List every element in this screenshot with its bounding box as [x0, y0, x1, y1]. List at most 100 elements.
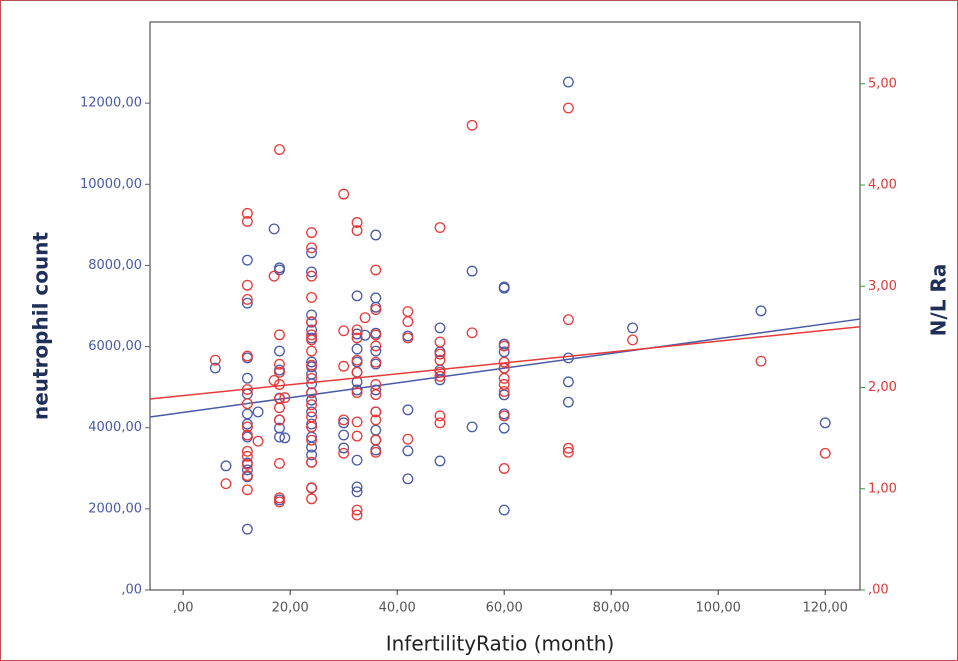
point: [306, 493, 318, 505]
point: [370, 345, 382, 357]
point: [306, 309, 318, 321]
point: [274, 329, 285, 341]
point: [220, 460, 232, 472]
point: [498, 386, 510, 398]
point: [434, 410, 446, 422]
point: [274, 379, 285, 390]
y-axis-title: neutrophil count: [29, 232, 53, 421]
point: [370, 304, 382, 315]
point: [306, 482, 318, 494]
point: [434, 374, 446, 386]
point: [402, 445, 414, 457]
point: [351, 384, 363, 396]
point: [498, 422, 510, 434]
point: [498, 463, 510, 474]
point: [274, 422, 285, 434]
point: [306, 378, 318, 390]
point: [498, 389, 510, 401]
point: [241, 523, 253, 535]
y-tick-label: ,00: [121, 583, 142, 598]
y-tick-label: 2000,00: [88, 501, 142, 516]
point: [370, 340, 382, 352]
point: [351, 504, 363, 516]
point: [338, 414, 350, 426]
point: [268, 270, 280, 282]
point: [466, 119, 478, 131]
fit-line: [149, 318, 861, 418]
point: [562, 76, 574, 88]
point: [755, 305, 767, 317]
point: [274, 144, 285, 156]
point: [241, 279, 253, 291]
x-tick-label: 60,00: [486, 601, 523, 616]
point: [274, 457, 285, 469]
point: [306, 291, 318, 303]
y2-axis-title: N/L Ra: [927, 264, 951, 337]
point: [370, 329, 382, 341]
point: [241, 293, 253, 305]
point: [434, 455, 446, 467]
point: [274, 358, 285, 370]
point: [370, 414, 382, 426]
point: [351, 217, 363, 228]
point: [306, 387, 318, 399]
point: [359, 312, 371, 324]
point: [466, 421, 478, 433]
y-tick-label: 4000,00: [88, 420, 142, 435]
point: [220, 478, 232, 490]
point: [351, 328, 363, 340]
point: [562, 396, 574, 408]
point: [562, 102, 574, 114]
point: [306, 266, 318, 278]
point: [434, 417, 446, 429]
point: [351, 430, 363, 442]
point: [498, 372, 510, 384]
x-axis-title: InfertilityRatio (month): [386, 632, 615, 656]
point: [241, 398, 253, 410]
y-tick-label: 10000,00: [80, 177, 142, 192]
point: [241, 372, 253, 384]
point: [241, 350, 253, 362]
y2-tick-label: 1,00: [868, 481, 897, 496]
point: [209, 362, 221, 374]
point: [306, 316, 318, 328]
point: [498, 340, 510, 352]
point: [434, 322, 446, 334]
point: [351, 486, 363, 498]
y2-tick-label: 4,00: [868, 178, 897, 193]
point: [755, 355, 767, 367]
point: [241, 254, 253, 266]
point: [370, 356, 382, 368]
point: [338, 360, 350, 372]
point: [351, 416, 363, 428]
point: [351, 332, 363, 344]
point: [434, 222, 446, 233]
y-tick-label: 12000,00: [80, 96, 142, 111]
point: [274, 414, 285, 426]
point: [402, 404, 414, 416]
point: [274, 431, 285, 443]
point: [498, 346, 510, 358]
x-tick-label: 20,00: [272, 601, 309, 616]
point: [370, 434, 382, 446]
point: [274, 366, 285, 378]
point: [351, 366, 363, 378]
point: [279, 392, 291, 404]
point: [402, 433, 414, 445]
plot-frame: [149, 21, 861, 591]
point: [241, 297, 253, 309]
point: [370, 264, 382, 276]
point: [306, 434, 318, 446]
point: [241, 207, 253, 219]
point: [351, 481, 363, 493]
point: [252, 406, 264, 418]
point: [351, 354, 363, 366]
point: [338, 429, 350, 441]
point: [562, 314, 574, 326]
point: [434, 370, 446, 382]
point: [498, 379, 510, 390]
point: [466, 327, 478, 339]
point: [241, 484, 253, 496]
point: [241, 459, 253, 470]
